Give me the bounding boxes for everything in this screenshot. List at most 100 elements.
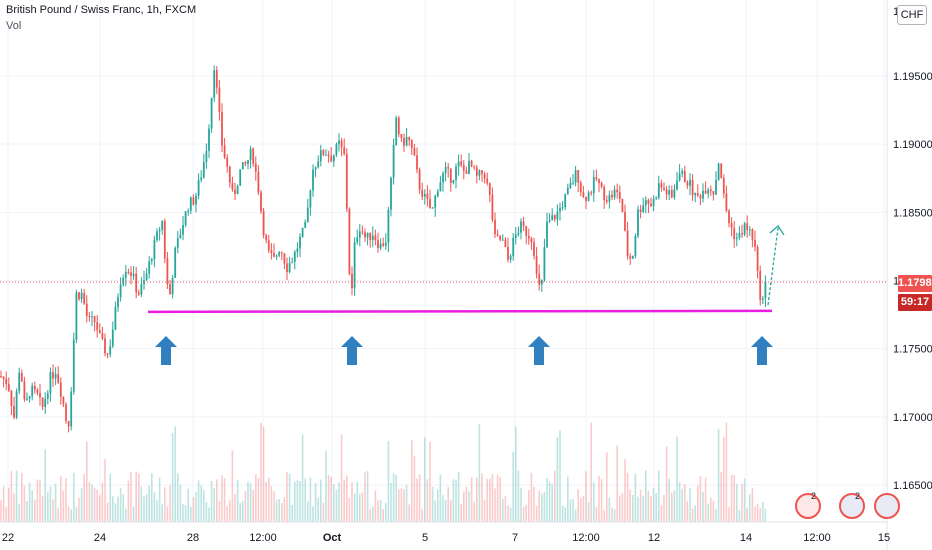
candle-body [561, 207, 564, 209]
volume-label[interactable]: Vol [6, 20, 22, 32]
volume-bar [216, 479, 218, 522]
volume-bar [626, 472, 629, 522]
volume-bar [166, 506, 169, 522]
volume-bar [106, 502, 109, 522]
volume-bar [340, 434, 343, 522]
volume-bars [0, 422, 767, 522]
volume-bar [603, 509, 605, 522]
candle-body [15, 391, 18, 418]
candle-body [655, 197, 658, 199]
candle-body [452, 179, 455, 183]
candle-body [39, 392, 41, 398]
candle-body [130, 272, 132, 276]
volume-bar [195, 491, 197, 522]
chart-grid [0, 0, 887, 522]
currency-button[interactable]: CHF [897, 5, 927, 25]
volume-bar [681, 488, 683, 522]
time-tick-label: 12:00 [572, 532, 600, 544]
volume-bar [413, 455, 416, 522]
candle-body [748, 229, 751, 231]
volume-bar [756, 503, 759, 522]
candle-body [478, 170, 481, 176]
volume-bar [158, 477, 161, 522]
volume-bar [114, 503, 117, 522]
candle-body [517, 232, 520, 235]
volume-bar [502, 499, 504, 522]
volume-bar [746, 508, 748, 522]
event-badge-1[interactable] [795, 493, 821, 519]
time-tick-label: 12:00 [803, 532, 831, 544]
volume-bar [60, 476, 62, 522]
candle-body [371, 235, 374, 241]
candle-body [140, 283, 143, 295]
volume-bar [611, 507, 613, 522]
volume-bar [738, 509, 741, 522]
candle-body [494, 219, 496, 235]
volume-bar [528, 490, 530, 522]
candle-body [221, 111, 223, 146]
candle-body [283, 253, 286, 264]
volume-bar [197, 480, 200, 522]
candle-body [618, 192, 621, 199]
candle-body [595, 177, 598, 180]
candle-body [156, 231, 158, 240]
volume-bar [333, 484, 335, 522]
candle-body [439, 182, 442, 192]
candle-body [18, 372, 21, 392]
candle-body [13, 406, 15, 418]
volume-bar [0, 500, 2, 522]
event-badge-3[interactable] [874, 493, 900, 519]
candle-body [410, 140, 413, 148]
volume-bar [283, 496, 286, 522]
volume-bar [517, 470, 520, 522]
candle-body [36, 389, 39, 393]
candle-body [299, 236, 301, 249]
volume-bar [353, 493, 356, 522]
candle-body [7, 383, 10, 391]
volume-bar [468, 491, 470, 522]
candle-body [111, 329, 114, 347]
candle-body [187, 210, 190, 212]
candle-body [153, 239, 156, 260]
candle-body [590, 192, 593, 194]
volume-bar [585, 471, 587, 522]
candle-body [395, 117, 398, 145]
volume-bar [343, 479, 345, 522]
candle-body [751, 229, 754, 240]
volume-bar [762, 501, 764, 522]
volume-bar [673, 490, 676, 522]
event-badge-2[interactable] [839, 493, 865, 519]
volume-bar [606, 452, 608, 522]
volume-bar [554, 470, 556, 522]
candle-body [293, 251, 296, 262]
candle-body [197, 179, 200, 196]
candle-body [228, 166, 231, 183]
volume-bar [364, 472, 366, 522]
candle-body [460, 161, 463, 166]
support-touch-arrows [155, 336, 773, 365]
volume-bar [398, 489, 400, 522]
candle-body [286, 263, 288, 273]
projection-arrow [767, 227, 779, 306]
candle-body [569, 183, 572, 188]
candle-body [179, 234, 182, 239]
candle-body [46, 393, 49, 399]
candle-body [473, 166, 476, 168]
candle-body [278, 252, 281, 256]
candle-body [699, 195, 702, 199]
volume-bar [702, 491, 704, 522]
volume-bar [749, 494, 751, 522]
candle-body [449, 168, 452, 183]
volume-bar [715, 508, 717, 522]
volume-bar [234, 494, 236, 522]
candle-body [397, 117, 400, 135]
candle-body [527, 235, 530, 239]
volume-bar [728, 507, 730, 522]
volume-bar [208, 507, 210, 522]
volume-bar [21, 472, 23, 522]
volume-bar [192, 496, 195, 522]
candle-body [369, 232, 372, 241]
volume-bar [372, 506, 374, 522]
volume-bar [598, 475, 600, 522]
